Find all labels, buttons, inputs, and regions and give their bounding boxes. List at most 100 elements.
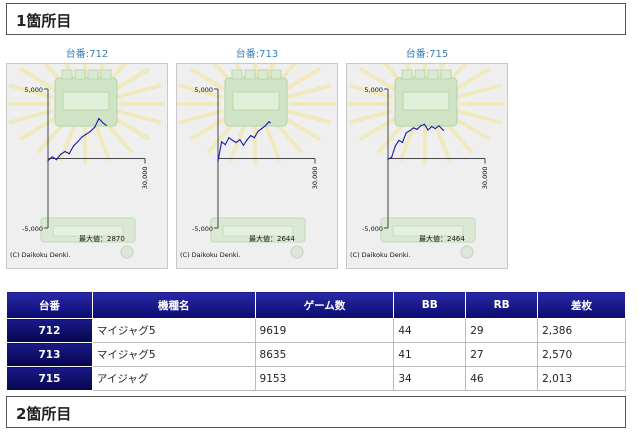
col-header-unit: 台番 [6, 291, 93, 319]
table-row: 712 マイジャグ5 9619 44 29 2,386 [6, 318, 626, 343]
unit-number[interactable]: 713 [6, 342, 93, 367]
slump-line [217, 120, 271, 162]
data-point [434, 128, 436, 130]
data-point [47, 160, 49, 162]
machine-panel-715: 台番:715 5,000 -5,000 30,000 最大値：2464 (C) Daik… [346, 48, 508, 269]
data-point [405, 132, 407, 134]
col-header-rb: RB [465, 291, 539, 319]
max-value-label: 最大値：2464 [419, 234, 465, 243]
unit-number[interactable]: 715 [6, 366, 93, 391]
diff-coins: 2,386 [537, 318, 626, 343]
data-point [94, 126, 96, 128]
y-tick-label-bottom: -5,000 [22, 225, 43, 233]
machine-panel-712: 台番:712 5,000 -5,000 30,000 最大値：2870 (C) Daik… [6, 48, 168, 269]
section-2-header: 2箇所目 [6, 396, 626, 428]
section-1-header: 1箇所目 [6, 3, 626, 35]
machine-art-background [347, 64, 505, 259]
machine-link-715[interactable]: 台番:715 [405, 49, 449, 60]
y-tick-label-bottom: -5,000 [192, 225, 213, 233]
slump-line [387, 123, 444, 160]
table-row: 715 アイジャグ 9153 34 46 2,013 [6, 366, 626, 391]
data-point [253, 137, 255, 139]
machine-link-712[interactable]: 台番:712 [65, 49, 109, 60]
table-header-row: 台番 機種名 ゲーム数 BB RB 差枚 [6, 291, 626, 319]
copyright-label: (C) Daikoku Denki. [180, 251, 241, 259]
max-value-label: 最大値：2644 [249, 234, 295, 243]
diff-coins: 2,013 [537, 366, 626, 391]
slump-graph-715: 5,000 -5,000 30,000 最大値：2464 (C) Daikoku Den… [346, 63, 508, 269]
col-header-model: 機種名 [91, 291, 256, 319]
y-tick-label-bottom: -5,000 [362, 225, 383, 233]
model-name: マイジャグ5 [91, 342, 256, 367]
data-point [387, 158, 389, 160]
diff-coins: 2,570 [537, 342, 626, 367]
data-point [427, 129, 429, 131]
col-header-diff: 差枚 [537, 291, 626, 319]
copyright-label: (C) Daikoku Denki. [350, 251, 411, 259]
data-point [438, 125, 440, 127]
data-point [242, 144, 245, 146]
section-1-title: 1箇所目 [16, 12, 72, 30]
data-point [231, 139, 234, 141]
y-tick-label-top: 5,000 [364, 86, 383, 94]
data-point [412, 127, 415, 129]
game-count: 8635 [254, 342, 395, 367]
data-point [257, 130, 259, 132]
game-count: 9153 [254, 366, 395, 391]
col-header-games: ゲーム数 [254, 291, 395, 319]
data-point [51, 156, 53, 158]
max-value-label: 最大値：2870 [79, 234, 125, 243]
model-name: アイジャグ [91, 366, 256, 391]
data-point [401, 141, 404, 144]
data-point [55, 159, 58, 161]
data-point [239, 139, 241, 141]
machine-panel-713: 台番:713 5,000 -5,000 30,000 最大値：2644 (C) Daik… [176, 48, 338, 269]
data-point [416, 128, 418, 130]
data-point [391, 156, 393, 158]
data-point [264, 125, 266, 127]
data-point [98, 118, 100, 120]
data-point [81, 136, 83, 138]
slump-graph-712: 5,000 -5,000 30,000 最大値：2870 (C) Daikoku Den… [6, 63, 168, 269]
data-point [420, 125, 422, 127]
section-2-title: 2箇所目 [16, 405, 72, 423]
table-row: 713 マイジャグ5 8635 41 27 2,570 [6, 342, 626, 367]
rb-count: 46 [465, 366, 539, 391]
rb-count: 27 [465, 342, 539, 367]
data-point [217, 160, 219, 162]
data-point [72, 145, 75, 147]
x-tick-label: 30,000 [481, 167, 489, 190]
data-point [85, 133, 87, 135]
machine-link-713[interactable]: 台番:713 [235, 49, 279, 60]
data-point [409, 130, 411, 132]
data-point [394, 145, 396, 147]
unit-number[interactable]: 712 [6, 318, 93, 343]
data-point [235, 141, 237, 144]
bb-count: 44 [393, 318, 467, 343]
data-point [431, 125, 433, 128]
data-point [398, 139, 400, 141]
data-point [246, 139, 248, 141]
data-point [250, 135, 252, 137]
data-point [60, 153, 62, 155]
slump-graph-713: 5,000 -5,000 30,000 最大値：2644 (C) Daikoku Den… [176, 63, 338, 269]
copyright-label: (C) Daikoku Denki. [10, 251, 71, 259]
machine-art-background [177, 64, 335, 259]
x-tick-label: 30,000 [141, 167, 149, 190]
data-point [221, 141, 223, 143]
model-name: マイジャグ5 [91, 318, 256, 343]
data-point [64, 150, 66, 153]
data-point [268, 121, 270, 123]
data-point [77, 141, 79, 143]
data-point [228, 137, 230, 139]
data-point [261, 128, 263, 130]
data-point [89, 130, 91, 132]
data-point [269, 122, 271, 124]
bb-count: 41 [393, 342, 467, 367]
y-tick-label-top: 5,000 [194, 86, 213, 94]
rb-count: 29 [465, 318, 539, 343]
col-header-bb: BB [393, 291, 467, 319]
data-point [68, 153, 70, 155]
data-point [102, 122, 104, 124]
x-tick-label: 30,000 [311, 167, 319, 190]
